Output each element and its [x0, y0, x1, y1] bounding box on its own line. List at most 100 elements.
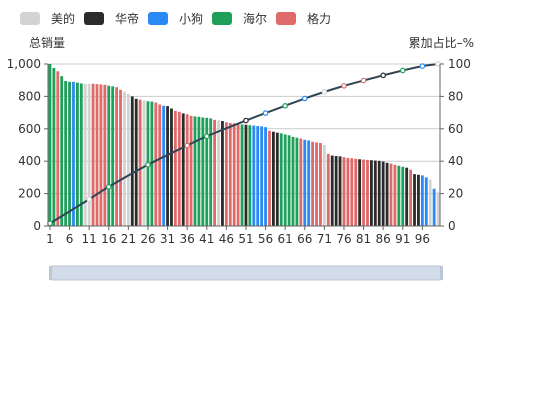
y-left-tick-label: 1,000	[7, 57, 41, 71]
bar	[130, 96, 134, 227]
legend-label[interactable]: 华帝	[115, 11, 139, 26]
bars	[48, 64, 440, 227]
line-point	[360, 77, 367, 84]
x-tick-label: 81	[356, 232, 371, 246]
x-tick-label: 11	[82, 232, 97, 246]
bar	[185, 114, 189, 226]
bar	[209, 118, 213, 226]
bar	[385, 162, 389, 226]
y-right-tick-label: 0	[448, 219, 456, 233]
bar	[134, 98, 138, 226]
bar	[173, 110, 177, 226]
data-zoom-slider[interactable]	[49, 265, 443, 281]
x-tick-label: 31	[160, 232, 175, 246]
y-left-tick-label: 200	[18, 187, 41, 201]
y-right-tick-label: 60	[448, 122, 463, 136]
bar	[240, 124, 244, 226]
x-tick-label: 76	[336, 232, 351, 246]
legend-swatch[interactable]	[84, 12, 104, 25]
x-tick-label: 26	[140, 232, 155, 246]
legend-swatch[interactable]	[20, 12, 40, 25]
x-tick-label: 6	[66, 232, 74, 246]
x-tick-label: 36	[180, 232, 195, 246]
bar	[377, 160, 381, 226]
bar	[330, 155, 334, 226]
bar	[303, 139, 307, 226]
x-tick-label: 61	[278, 232, 293, 246]
bar	[213, 119, 217, 226]
bar	[244, 124, 248, 226]
x-tick-label: 66	[297, 232, 312, 246]
line-point	[341, 83, 347, 89]
bar	[201, 117, 205, 226]
bar	[436, 192, 440, 226]
legend-label[interactable]: 美的	[51, 11, 75, 26]
bar	[373, 160, 377, 226]
legend-label[interactable]: 海尔	[243, 11, 267, 26]
bar	[307, 140, 311, 226]
x-tick-label: 41	[199, 232, 214, 246]
x-tick-label: 91	[395, 232, 410, 246]
legend-swatch[interactable]	[276, 12, 296, 25]
grid-lines	[48, 63, 440, 227]
bar	[95, 84, 99, 226]
bar	[75, 82, 79, 226]
bar	[217, 120, 220, 226]
bar	[428, 179, 432, 226]
x-tick-label: 16	[101, 232, 116, 246]
line-point	[301, 95, 308, 102]
legend-label[interactable]: 小狗	[179, 12, 203, 26]
bar	[413, 174, 416, 226]
legend-swatch[interactable]	[148, 12, 168, 25]
legend-swatch[interactable]	[212, 12, 232, 25]
data-zoom-track[interactable]	[49, 265, 443, 281]
bar	[366, 159, 369, 226]
line-point	[419, 63, 426, 69]
bar	[319, 143, 322, 226]
line-point	[262, 110, 269, 116]
bar	[350, 158, 354, 226]
bar	[205, 117, 209, 226]
bar	[248, 125, 252, 226]
bar	[111, 86, 115, 226]
bar	[236, 123, 240, 226]
x-tick-label: 56	[258, 232, 273, 246]
y-left-tick-label: 400	[18, 154, 41, 168]
bar	[299, 138, 303, 226]
bar	[405, 167, 409, 226]
bar	[260, 126, 264, 226]
bar	[264, 127, 267, 226]
bar	[393, 164, 397, 226]
bar	[369, 160, 373, 226]
bar	[326, 153, 330, 226]
bar	[99, 84, 103, 226]
bar	[107, 85, 111, 226]
x-tick-label: 21	[121, 232, 136, 246]
y-left-tick-label: 800	[18, 89, 41, 103]
x-tick-label: 1	[46, 232, 54, 246]
bar	[381, 161, 385, 226]
bar	[358, 159, 362, 226]
bar	[283, 134, 287, 226]
bar	[123, 91, 126, 226]
bar	[342, 157, 346, 226]
line-point	[399, 67, 406, 74]
bar	[162, 105, 166, 226]
y-right-tick-label: 40	[448, 154, 463, 168]
data-zoom-right-handle[interactable]	[440, 266, 443, 280]
legend[interactable]: 美的 华帝 小狗 海尔 格力	[20, 11, 331, 26]
bar	[48, 64, 52, 226]
legend-label[interactable]: 格力	[307, 11, 331, 26]
bar	[275, 132, 279, 226]
bar	[193, 116, 197, 226]
line-point	[145, 161, 151, 168]
data-zoom-left-handle[interactable]	[49, 266, 52, 280]
y-left-tick-label: 600	[18, 122, 41, 136]
bar	[271, 131, 275, 226]
bar	[228, 122, 232, 226]
bar	[362, 159, 365, 226]
line-point	[321, 89, 328, 95]
bar	[268, 130, 271, 226]
